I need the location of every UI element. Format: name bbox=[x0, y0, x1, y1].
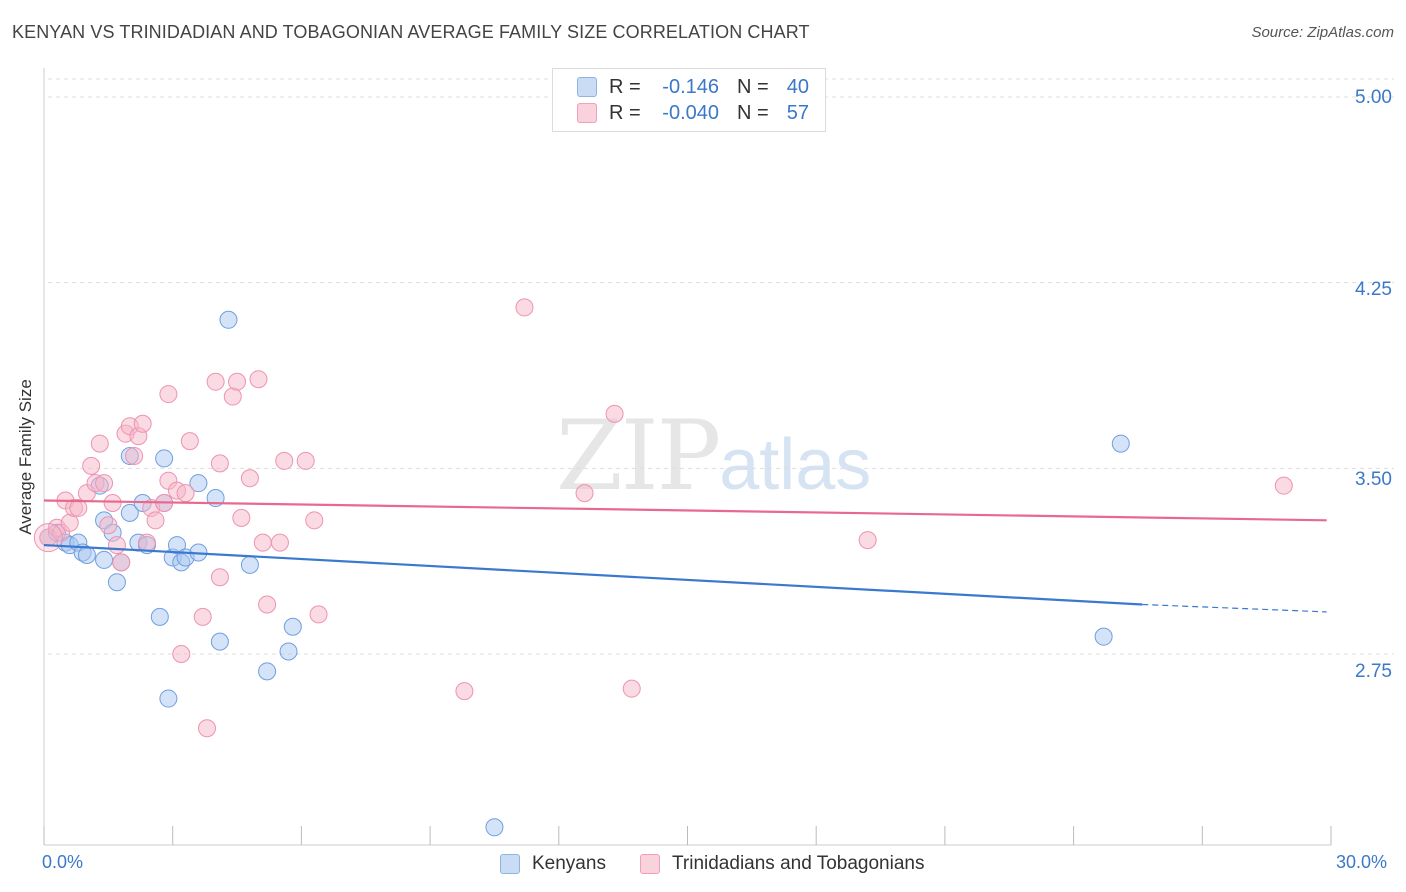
trinidadians-point-20 bbox=[133, 414, 152, 433]
kenyans-point-33 bbox=[279, 642, 298, 661]
trinidadians-legend-swatch bbox=[640, 854, 660, 874]
kenyans-point-26 bbox=[189, 474, 208, 493]
n-label: N = bbox=[737, 75, 769, 98]
legend-item-trinidadians: Trinidadians and Tobagonians bbox=[640, 852, 924, 876]
kenyans-trend-line-dashed bbox=[1142, 603, 1327, 613]
trinidadians-point-42 bbox=[258, 595, 277, 614]
trinidadians-point-28 bbox=[172, 645, 191, 663]
trinidadians-point-36 bbox=[223, 387, 242, 406]
kenyans-trend-line bbox=[43, 543, 1143, 606]
trinidadians-point-54 bbox=[1274, 476, 1293, 495]
trinidadians-trend-line bbox=[43, 499, 1327, 522]
trinidadians-point-30 bbox=[180, 432, 199, 451]
legend-item-kenyans: Kenyans bbox=[500, 852, 606, 876]
r-label: R = bbox=[609, 75, 641, 98]
kenyans-legend-swatch bbox=[500, 854, 520, 874]
kenyans-point-31 bbox=[240, 555, 259, 574]
x-tick-label-1: 30.0% bbox=[1336, 852, 1388, 872]
trinidadians-point-37 bbox=[228, 372, 247, 391]
r-value: -0.146 bbox=[662, 75, 719, 98]
trinidadians-point-51 bbox=[605, 404, 624, 423]
trinidadians-point-29 bbox=[176, 484, 195, 503]
trinidadians-point-cluster bbox=[33, 523, 63, 553]
kenyans-point-36 bbox=[1094, 627, 1113, 646]
trinidadians-point-35 bbox=[210, 568, 229, 587]
kenyans-point-11 bbox=[107, 573, 126, 592]
source-label: Source: ZipAtlas.com bbox=[1251, 24, 1394, 41]
trinidadians-point-39 bbox=[240, 469, 259, 488]
trinidadians-point-12 bbox=[99, 516, 118, 535]
trinidadians-point-14 bbox=[107, 536, 126, 555]
kenyans-point-30 bbox=[219, 310, 238, 329]
trinidadians-point-15 bbox=[112, 553, 131, 572]
kenyans-point-13 bbox=[120, 503, 139, 522]
trinidadians-point-10 bbox=[90, 434, 109, 453]
trinidadians-point-53 bbox=[858, 531, 877, 550]
y-tick-label-5-00: 5.00 bbox=[1355, 87, 1392, 108]
watermark-atlas: atlas bbox=[719, 425, 872, 505]
trinidadians-point-18 bbox=[125, 446, 144, 465]
trinidadians-point-11 bbox=[95, 474, 114, 493]
chart-title: KENYAN VS TRINIDADIAN AND TOBAGONIAN AVE… bbox=[12, 22, 810, 42]
trinidadians-point-26 bbox=[159, 385, 178, 404]
trinidadians-point-13 bbox=[103, 493, 122, 512]
kenyans-point-29 bbox=[210, 632, 229, 651]
trinidadians-point-34 bbox=[210, 454, 229, 473]
trinidadians-point-31 bbox=[193, 607, 212, 626]
kenyans-point-35 bbox=[485, 818, 504, 837]
trinidadians-point-43 bbox=[270, 533, 289, 552]
stats-legend-row-trinidadians: R = -0.040 N = 57 bbox=[577, 101, 809, 125]
legend-label-kenyans: Kenyans bbox=[532, 853, 606, 874]
trinidadians-point-33 bbox=[206, 372, 225, 391]
trinidadians-point-21 bbox=[137, 533, 156, 552]
trinidadians-point-38 bbox=[232, 508, 251, 527]
kenyans-swatch bbox=[577, 77, 597, 97]
kenyans-point-6 bbox=[77, 545, 96, 564]
kenyans-point-18 bbox=[150, 607, 169, 626]
trinidadians-point-48 bbox=[455, 682, 474, 701]
trinidadians-point-45 bbox=[296, 451, 315, 470]
n-label: N = bbox=[737, 101, 769, 124]
trinidadians-point-4 bbox=[60, 513, 79, 532]
n-value: 57 bbox=[786, 101, 809, 124]
trinidadians-point-32 bbox=[198, 719, 217, 738]
kenyans-point-23 bbox=[167, 536, 186, 555]
kenyans-point-9 bbox=[95, 550, 114, 569]
trinidadians-point-46 bbox=[305, 511, 324, 530]
trinidadians-point-52 bbox=[622, 679, 641, 698]
y-tick-label-2-75: 2.75 bbox=[1355, 661, 1392, 682]
r-value: -0.040 bbox=[662, 101, 719, 124]
trinidadians-point-47 bbox=[309, 605, 328, 624]
kenyans-point-19 bbox=[155, 449, 174, 468]
y-tick-label-4-25: 4.25 bbox=[1355, 279, 1392, 300]
kenyans-point-32 bbox=[258, 662, 277, 681]
kenyans-point-37 bbox=[1111, 434, 1130, 453]
y-axis-label: Average Family Size bbox=[16, 379, 35, 535]
kenyans-point-21 bbox=[159, 689, 178, 708]
trinidadians-point-44 bbox=[275, 451, 294, 470]
stats-legend-row-kenyans: R = -0.146 N = 40 bbox=[577, 75, 809, 99]
trinidadians-point-50 bbox=[575, 484, 594, 503]
r-label: R = bbox=[609, 101, 641, 124]
trinidadians-point-40 bbox=[249, 370, 268, 389]
kenyans-point-34 bbox=[283, 617, 302, 636]
trinidadians-swatch bbox=[577, 103, 597, 123]
trinidadians-point-49 bbox=[515, 298, 534, 317]
stats-legend: R = -0.146 N = 40 R = -0.040 N = 57 bbox=[552, 68, 826, 132]
trinidadians-point-41 bbox=[253, 533, 272, 552]
x-tick-label-0: 0.0% bbox=[42, 852, 84, 872]
legend-label-trinidadians: Trinidadians and Tobagonians bbox=[672, 853, 925, 874]
trinidadians-point-23 bbox=[146, 511, 165, 530]
n-value: 40 bbox=[786, 75, 809, 98]
y-tick-label-3-50: 3.50 bbox=[1355, 469, 1392, 490]
trinidadians-point-6 bbox=[69, 498, 88, 517]
trinidadians-point-8 bbox=[82, 456, 101, 475]
